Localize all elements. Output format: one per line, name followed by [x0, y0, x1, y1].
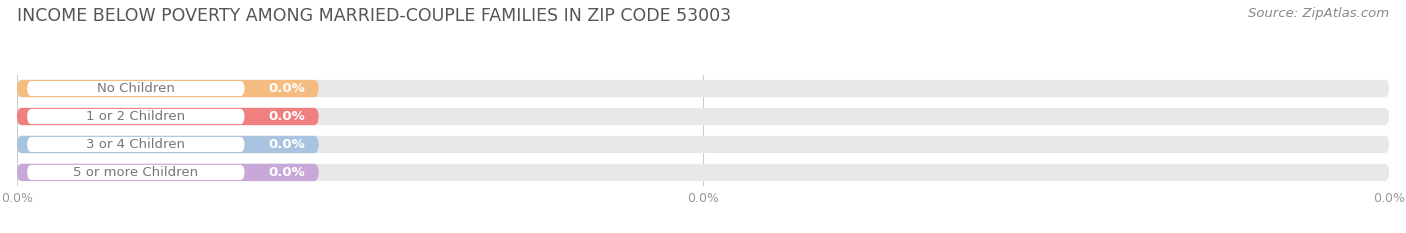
Text: 0.0%: 0.0%: [269, 110, 305, 123]
FancyBboxPatch shape: [17, 136, 1389, 153]
FancyBboxPatch shape: [17, 108, 319, 125]
FancyBboxPatch shape: [17, 80, 1389, 97]
Text: No Children: No Children: [97, 82, 174, 95]
FancyBboxPatch shape: [27, 165, 245, 180]
FancyBboxPatch shape: [17, 164, 1389, 181]
FancyBboxPatch shape: [17, 164, 319, 181]
Text: 0.0%: 0.0%: [269, 138, 305, 151]
Text: 5 or more Children: 5 or more Children: [73, 166, 198, 179]
FancyBboxPatch shape: [17, 80, 319, 97]
Text: 1 or 2 Children: 1 or 2 Children: [86, 110, 186, 123]
FancyBboxPatch shape: [27, 81, 245, 96]
FancyBboxPatch shape: [27, 109, 245, 124]
Text: INCOME BELOW POVERTY AMONG MARRIED-COUPLE FAMILIES IN ZIP CODE 53003: INCOME BELOW POVERTY AMONG MARRIED-COUPL…: [17, 7, 731, 25]
Text: 0.0%: 0.0%: [269, 166, 305, 179]
Text: 3 or 4 Children: 3 or 4 Children: [86, 138, 186, 151]
Text: Source: ZipAtlas.com: Source: ZipAtlas.com: [1249, 7, 1389, 20]
FancyBboxPatch shape: [17, 108, 1389, 125]
Text: 0.0%: 0.0%: [269, 82, 305, 95]
FancyBboxPatch shape: [17, 136, 319, 153]
FancyBboxPatch shape: [27, 137, 245, 152]
